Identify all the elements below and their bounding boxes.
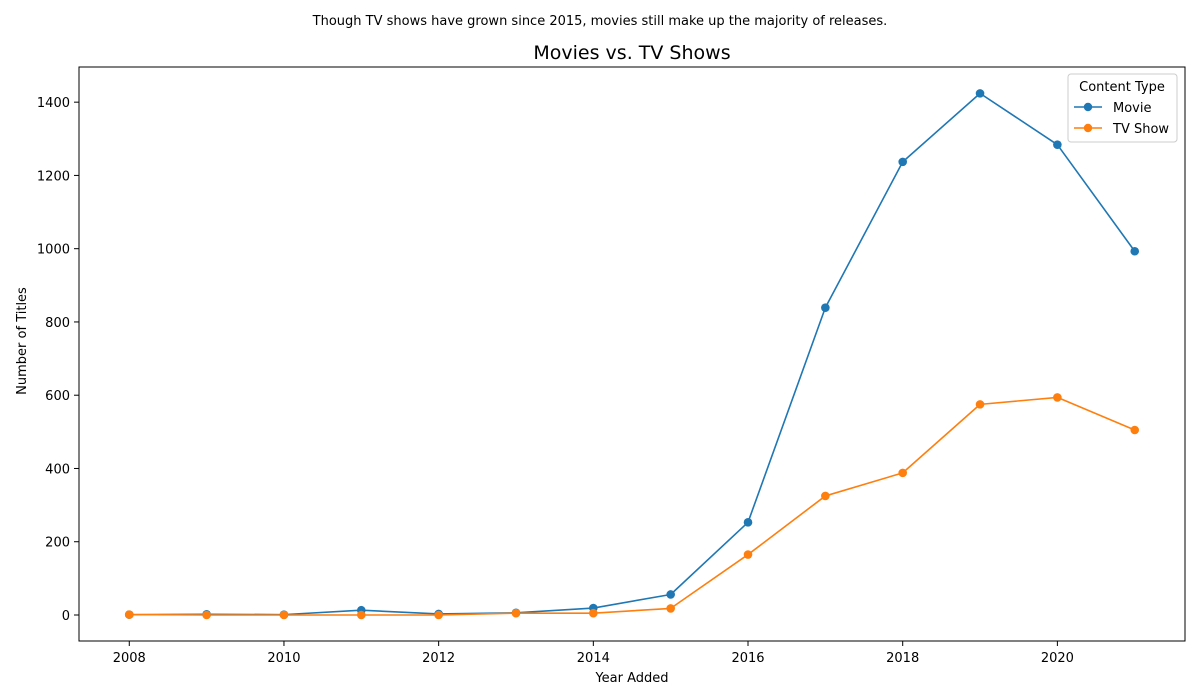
data-point-tv-show-2021: [1130, 425, 1140, 435]
x-tick-label-2018: 2018: [886, 651, 919, 666]
x-axis-label: Year Added: [594, 671, 668, 686]
x-tick-label-2014: 2014: [577, 651, 610, 666]
y-tick-label-1200: 1200: [37, 169, 70, 184]
y-tick-label-0: 0: [62, 609, 70, 624]
chart-title: Movies vs. TV Shows: [533, 42, 730, 64]
y-tick-label-1400: 1400: [37, 96, 70, 111]
data-point-tv-show-2010: [279, 610, 289, 620]
data-point-movie-2021: [1130, 246, 1140, 256]
data-point-movie-2017: [821, 303, 830, 312]
data-point-tv-show-2015: [666, 604, 675, 613]
data-point-tv-show-2013: [511, 608, 521, 618]
data-point-tv-show-2009: [202, 610, 211, 620]
x-tick-label-2008: 2008: [113, 651, 146, 666]
legend-movie-label: Movie: [1113, 101, 1151, 116]
data-point-movie-2020: [1053, 140, 1062, 149]
data-point-movie-2015: [666, 590, 675, 599]
y-tick-label-600: 600: [45, 389, 70, 404]
legend-title: Content Type: [1079, 80, 1165, 95]
data-point-movie-2016: [743, 518, 753, 527]
x-tick-label-2012: 2012: [422, 651, 455, 666]
series-line-tv-show: [129, 396, 1136, 616]
data-point-tv-show-2019: [975, 400, 985, 409]
legend: Content Type Movie TV Show: [1067, 73, 1178, 143]
data-point-tv-show-2020: [1053, 393, 1062, 402]
y-tick-label-1000: 1000: [37, 243, 70, 258]
data-point-movie-2019: [975, 89, 985, 98]
data-point-movie-2018: [898, 157, 907, 167]
chart-subtitle: Though TV shows have grown since 2015, m…: [312, 14, 888, 29]
x-tick-label-2010: 2010: [267, 651, 300, 666]
plot-frame: [78, 66, 1186, 642]
plot-area: 2008 2010 2012 2014 2016 2018 2020 0 200 400 600 80…: [37, 66, 1186, 666]
legend-movie-marker: [1083, 102, 1093, 112]
y-tick-label-200: 200: [45, 536, 70, 551]
x-tick-label-2016: 2016: [731, 651, 764, 666]
series-line-movie: [129, 92, 1136, 616]
data-point-tv-show-2017: [821, 491, 830, 501]
data-point-tv-show-2012: [434, 610, 443, 620]
legend-tv-show-label: TV Show: [1112, 122, 1169, 137]
data-point-tv-show-2014: [589, 608, 598, 618]
y-tick-label-400: 400: [45, 462, 70, 477]
legend-frame: [1067, 73, 1178, 143]
data-point-tv-show-2018: [898, 468, 907, 478]
y-axis-label: Number of Titles: [15, 287, 30, 395]
y-tick-label-800: 800: [45, 316, 70, 331]
data-point-tv-show-2011: [357, 610, 366, 620]
legend-tv-show-marker: [1083, 123, 1093, 133]
data-point-tv-show-2008: [124, 610, 134, 619]
data-point-tv-show-2016: [743, 550, 753, 559]
x-tick-label-2020: 2020: [1041, 651, 1074, 666]
